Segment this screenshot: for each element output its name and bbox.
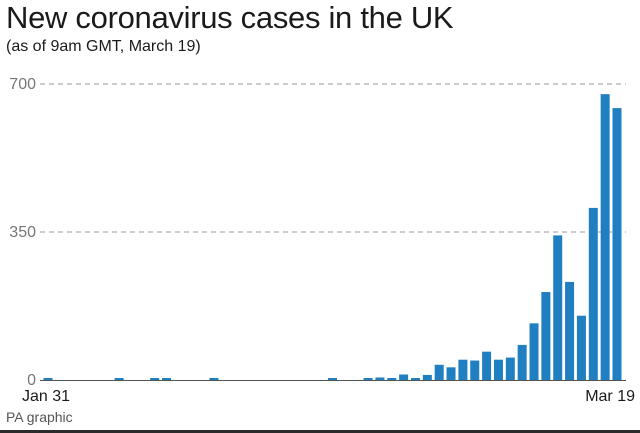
bar-chart: 0 350 700 Jan 31 Mar 19: [9, 76, 635, 405]
bar-mar-13: [541, 292, 551, 380]
bars-layer: [43, 94, 622, 381]
bar-mar-18: [600, 94, 610, 381]
bar-mar-8: [482, 351, 492, 380]
bar-jan-31: [43, 378, 53, 380]
bar-mar-1: [399, 374, 409, 380]
bar-mar-15: [565, 281, 575, 380]
bar-feb-14: [209, 378, 219, 380]
bar-feb-28: [375, 377, 385, 380]
bar-feb-29: [387, 378, 397, 380]
y-tick-label-0: 0: [27, 372, 36, 389]
bar-feb-9: [150, 378, 160, 380]
bar-mar-12: [529, 323, 539, 380]
source-credit: PA graphic: [6, 409, 73, 425]
x-tick-label-mar-19: Mar 19: [585, 388, 635, 405]
bar-mar-10: [505, 357, 515, 380]
bar-feb-6: [114, 378, 124, 380]
bar-feb-10: [162, 378, 172, 380]
y-tick-label-700: 700: [9, 76, 36, 93]
bar-feb-24: [328, 378, 337, 380]
bar-mar-3: [422, 374, 432, 380]
x-tick-label-jan-31: Jan 31: [22, 388, 70, 405]
bar-mar-11: [517, 344, 527, 380]
bar-mar-17: [588, 207, 598, 380]
grid-layer: [40, 83, 626, 233]
bar-mar-6: [458, 359, 468, 380]
bar-mar-7: [470, 360, 480, 380]
bar-mar-19: [612, 108, 622, 381]
bar-mar-14: [553, 235, 563, 380]
axis-layer: 0 350 700: [9, 76, 626, 389]
chart-subtitle: (as of 9am GMT, March 19): [6, 38, 201, 55]
y-tick-label-350: 350: [9, 224, 36, 241]
x-labels-layer: Jan 31 Mar 19: [22, 388, 635, 405]
bar-mar-5: [446, 367, 456, 380]
bar-mar-9: [493, 359, 503, 380]
bar-feb-27: [363, 378, 373, 380]
bar-mar-2: [410, 378, 420, 380]
bar-mar-4: [434, 364, 444, 380]
bar-mar-16: [576, 315, 586, 380]
chart-title: New coronavirus cases in the UK: [6, 0, 454, 35]
bottom-rule: [0, 430, 640, 433]
